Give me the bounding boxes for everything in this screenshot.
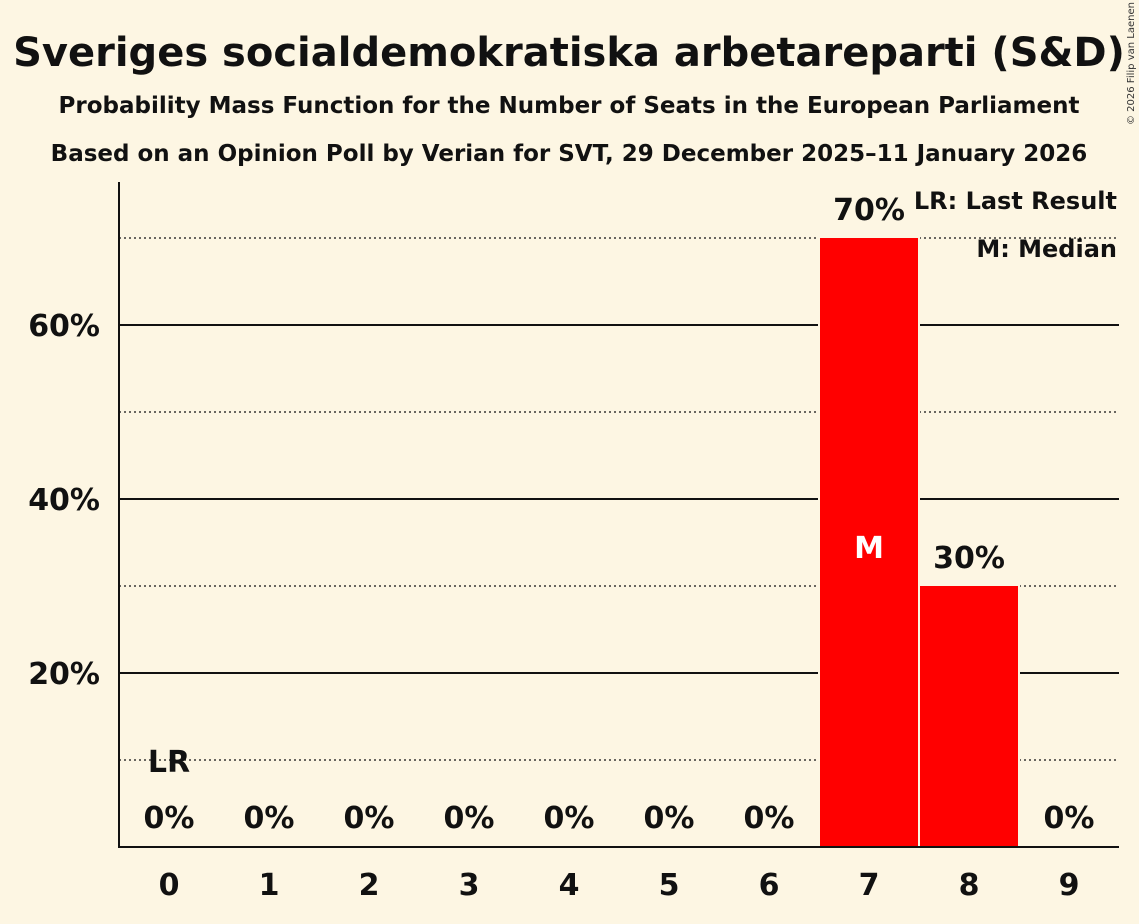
x-tick-label: 2 <box>359 868 380 903</box>
bar-value-label: 0% <box>644 801 695 836</box>
bar-value-label: 0% <box>744 801 795 836</box>
y-tick-label: 60% <box>28 309 100 344</box>
y-tick-label: 40% <box>28 483 100 518</box>
bar-value-label: 70% <box>833 193 905 228</box>
chart-source: Based on an Opinion Poll by Verian for S… <box>51 141 1088 167</box>
chart-title: Sveriges socialdemokratiska arbetarepart… <box>13 30 1125 76</box>
x-tick-label: 4 <box>559 868 580 903</box>
x-tick-label: 7 <box>859 868 880 903</box>
legend-last-result: LR: Last Result <box>914 187 1117 215</box>
y-tick-label: 20% <box>28 657 100 692</box>
x-tick-label: 6 <box>759 868 780 903</box>
bar-value-label: 0% <box>444 801 495 836</box>
x-tick-label: 5 <box>659 868 680 903</box>
bar-value-label: 30% <box>933 541 1005 576</box>
x-tick-label: 3 <box>459 868 480 903</box>
bar-seat-8 <box>920 586 1018 847</box>
chart-subtitle: Probability Mass Function for the Number… <box>59 93 1080 119</box>
bar-value-label: 0% <box>544 801 595 836</box>
copyright: © 2026 Filip van Laenen <box>1126 2 1137 125</box>
legend-median: M: Median <box>976 235 1117 263</box>
last-result-marker: LR <box>148 745 190 780</box>
bar-value-label: 0% <box>1044 801 1095 836</box>
median-marker: M <box>854 531 884 566</box>
x-tick-label: 1 <box>259 868 280 903</box>
bar-value-label: 0% <box>244 801 295 836</box>
x-tick-label: 0 <box>159 868 180 903</box>
bar-value-label: 0% <box>144 801 195 836</box>
bar-value-label: 0% <box>344 801 395 836</box>
x-tick-label: 8 <box>959 868 980 903</box>
bar-seat-7 <box>820 238 918 847</box>
x-tick-label: 9 <box>1059 868 1080 903</box>
